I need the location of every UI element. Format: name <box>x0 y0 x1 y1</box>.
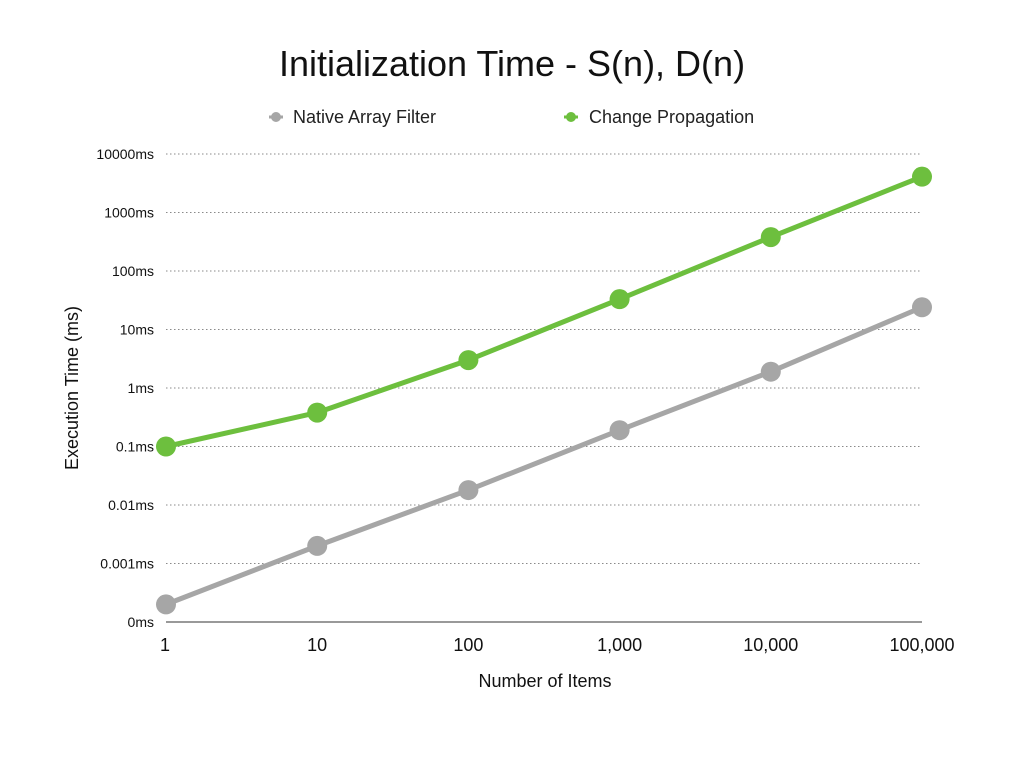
y-tick-label: 10000ms <box>96 146 154 162</box>
legend-marker <box>566 112 576 122</box>
legend-item: Native Array Filter <box>269 107 436 127</box>
data-point <box>912 297 932 318</box>
data-point <box>156 594 176 615</box>
series-line <box>163 174 925 449</box>
x-tick-label: 10 <box>307 635 327 655</box>
x-tick-label: 10,000 <box>743 635 798 655</box>
y-tick-label: 0ms <box>128 614 154 630</box>
y-tick-label: 0.1ms <box>116 439 154 455</box>
x-tick-label: 1,000 <box>597 635 642 655</box>
data-point <box>307 535 328 556</box>
x-axis-ticks: 1 10 100 1,000 10,000 100,000 <box>160 635 955 655</box>
data-point <box>609 420 630 441</box>
data-point <box>609 289 630 310</box>
y-tick-label: 10ms <box>120 322 154 338</box>
data-point <box>760 227 781 248</box>
grid <box>166 153 922 623</box>
y-tick-label: 0.01ms <box>108 497 154 513</box>
series-line <box>163 304 925 607</box>
legend-label: Change Propagation <box>589 107 754 127</box>
y-tick-label: 100ms <box>112 263 154 279</box>
data-point <box>760 361 781 382</box>
data-point <box>458 480 479 501</box>
x-axis-label: Number of Items <box>478 671 611 691</box>
y-axis-label: Execution Time (ms) <box>62 306 82 470</box>
series-layer <box>156 166 932 615</box>
data-point <box>156 436 176 457</box>
y-axis-ticks: 0ms 0.001ms 0.01ms 0.1ms 1ms 10ms 100ms 1000ms 1… <box>96 146 154 630</box>
y-tick-label: 0.001ms <box>100 556 154 572</box>
legend-label: Native Array Filter <box>293 107 436 127</box>
data-point <box>912 166 932 187</box>
x-tick-label: 100 <box>453 635 483 655</box>
chart-title: Initialization Time - S(n), D(n) <box>279 43 745 84</box>
legend: Native Array Filter Change Propagation <box>269 107 754 127</box>
x-tick-label: 100,000 <box>889 635 954 655</box>
y-tick-label: 1ms <box>128 380 154 396</box>
y-tick-label: 1000ms <box>104 205 154 221</box>
legend-marker <box>271 112 281 122</box>
data-point <box>458 350 479 371</box>
data-point <box>307 402 328 423</box>
legend-item: Change Propagation <box>564 107 754 127</box>
x-tick-label: 1 <box>160 635 170 655</box>
